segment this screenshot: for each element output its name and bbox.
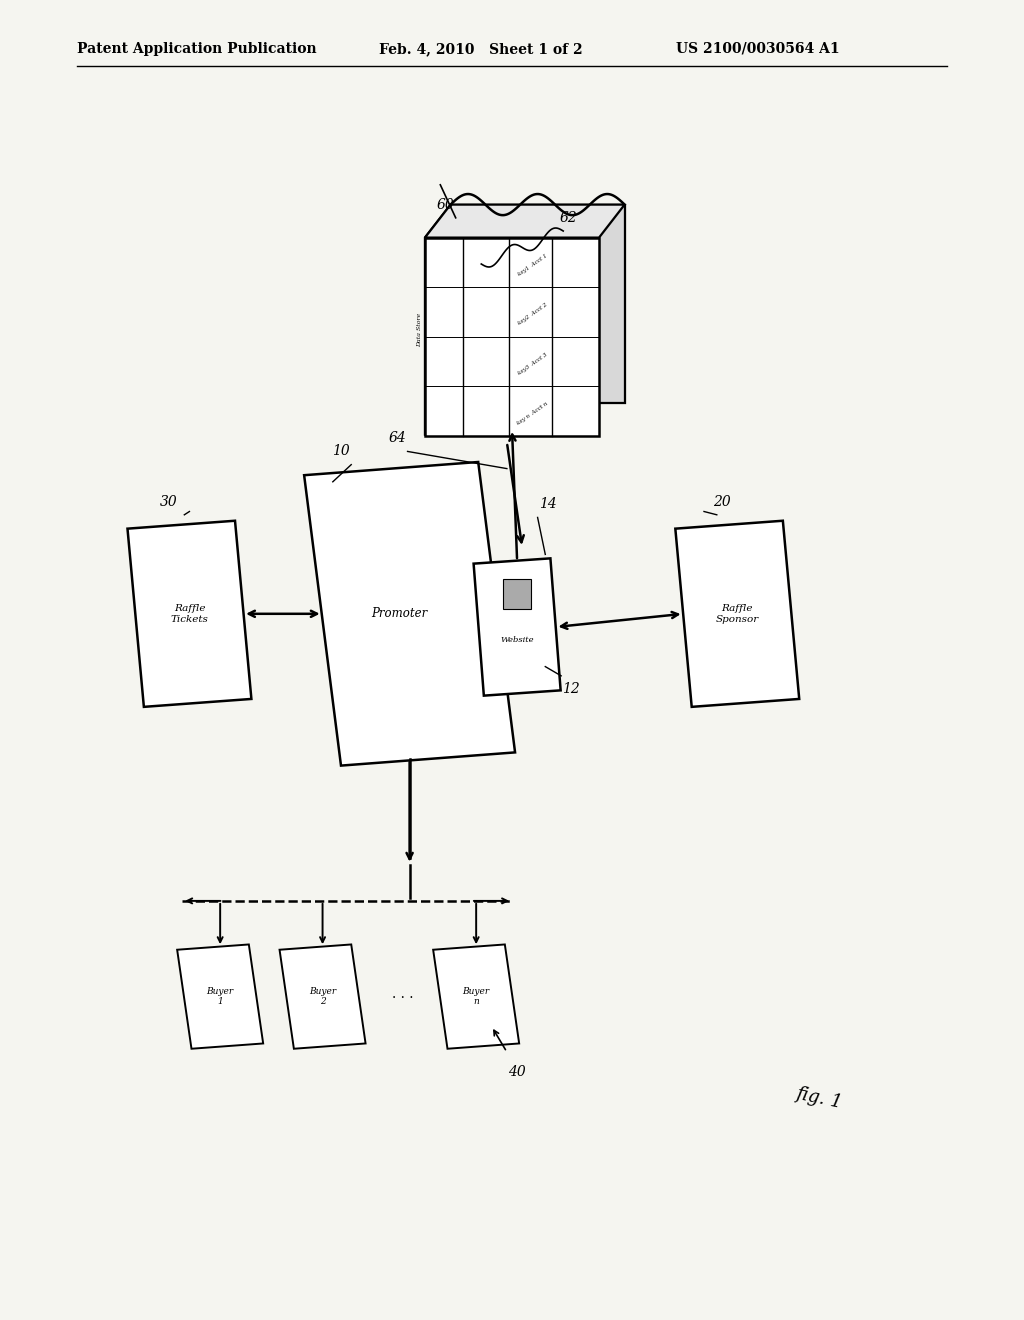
Text: Buyer
1: Buyer 1 — [207, 987, 233, 1006]
Polygon shape — [280, 945, 366, 1048]
Polygon shape — [425, 205, 451, 436]
Text: Data Store: Data Store — [418, 313, 422, 347]
Polygon shape — [425, 205, 625, 238]
Text: 60: 60 — [436, 198, 455, 211]
Polygon shape — [503, 579, 531, 609]
Text: Website: Website — [501, 636, 534, 644]
Polygon shape — [425, 238, 599, 436]
Text: 62: 62 — [559, 211, 578, 224]
Polygon shape — [473, 558, 561, 696]
Polygon shape — [433, 945, 519, 1048]
Polygon shape — [451, 205, 625, 403]
Text: . . .: . . . — [392, 987, 413, 1001]
Text: Promoter: Promoter — [372, 607, 427, 620]
Text: Buyer
n: Buyer n — [463, 987, 489, 1006]
Text: 10: 10 — [332, 445, 350, 458]
Text: 12: 12 — [562, 682, 581, 696]
Text: Raffle
Tickets: Raffle Tickets — [171, 605, 208, 623]
Text: key1  Acct 1: key1 Acct 1 — [517, 253, 549, 277]
Text: 30: 30 — [160, 495, 178, 508]
Text: Patent Application Publication: Patent Application Publication — [77, 42, 316, 55]
Polygon shape — [304, 462, 515, 766]
Text: fig. 1: fig. 1 — [795, 1085, 844, 1111]
Text: key n  Acct n: key n Acct n — [517, 401, 549, 426]
Text: 40: 40 — [508, 1065, 526, 1078]
Text: US 2100/0030564 A1: US 2100/0030564 A1 — [676, 42, 840, 55]
Polygon shape — [676, 520, 799, 708]
Text: 64: 64 — [388, 432, 407, 445]
Polygon shape — [127, 520, 252, 708]
Text: key3  Acct 3: key3 Acct 3 — [517, 352, 549, 376]
Polygon shape — [177, 945, 263, 1048]
Text: Raffle
Sponsor: Raffle Sponsor — [716, 605, 759, 623]
Text: Buyer
2: Buyer 2 — [309, 987, 336, 1006]
Text: key2  Acct 2: key2 Acct 2 — [517, 302, 549, 326]
Text: 20: 20 — [713, 495, 731, 508]
Text: Feb. 4, 2010   Sheet 1 of 2: Feb. 4, 2010 Sheet 1 of 2 — [379, 42, 583, 55]
Text: 14: 14 — [539, 498, 557, 511]
